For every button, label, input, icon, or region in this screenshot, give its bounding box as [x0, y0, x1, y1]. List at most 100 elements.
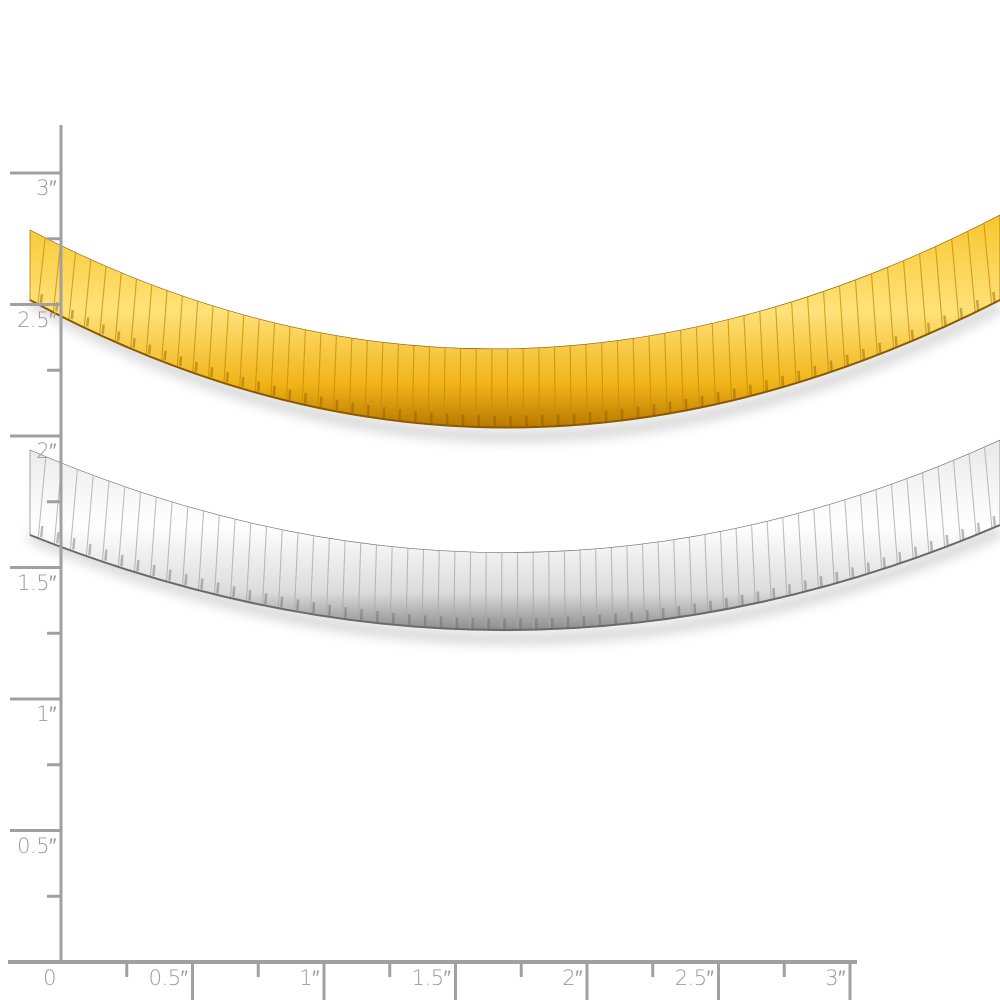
link-reflection — [264, 593, 268, 605]
omega-link-seam — [161, 290, 168, 362]
link-reflection — [961, 528, 965, 541]
link-reflection — [163, 350, 167, 361]
link-reflection — [184, 574, 188, 586]
omega-link-seam — [952, 460, 962, 542]
omega-link-seam — [437, 550, 440, 629]
necklace-lower-edge — [29, 299, 1000, 429]
omega-link-seam — [632, 338, 636, 419]
omega-link-seam — [207, 305, 214, 379]
necklace-shadow — [28, 526, 1000, 644]
omega-link-seam — [719, 531, 725, 610]
omega-link-seam — [822, 291, 830, 373]
omega-link-seam — [101, 481, 110, 562]
omega-link-seam — [648, 335, 652, 417]
link-reflection — [147, 344, 152, 355]
link-reflection — [765, 380, 769, 392]
vertical-ruler-label: 1.5″ — [17, 570, 56, 595]
link-reflection — [85, 317, 90, 327]
horizontal-ruler-label: 0.5″ — [148, 966, 188, 990]
omega-link-seam — [641, 544, 646, 622]
omega-link-seam — [626, 545, 630, 624]
link-reflection — [910, 329, 915, 342]
omega-link-seam — [309, 535, 315, 615]
omega-link-seam — [357, 542, 362, 621]
omega-link-seam — [902, 260, 911, 342]
omega-link-seam — [317, 332, 322, 408]
omega-link-seam — [459, 348, 462, 427]
omega-link-seam — [192, 301, 199, 373]
link-reflection — [845, 354, 850, 367]
omega-link-seam — [807, 296, 813, 379]
omega-link-seam — [616, 340, 620, 421]
omega-link-seam — [99, 266, 107, 335]
link-reflection — [878, 342, 882, 355]
omega-link-seam — [176, 295, 183, 368]
horizontal-ruler-label: 2″ — [562, 966, 582, 990]
omega-link-seam — [405, 548, 409, 626]
omega-link-seam — [743, 315, 749, 397]
omega-link-seam — [688, 537, 693, 616]
omega-link-seam — [886, 267, 895, 349]
omega-link-seam — [68, 252, 77, 321]
horizontal-ruler-label: 3″ — [825, 966, 845, 990]
omega-link-seam — [595, 548, 598, 627]
omega-link-seam — [695, 326, 700, 408]
omega-link-seam — [117, 486, 126, 568]
link-reflection — [216, 582, 220, 594]
omega-link-seam — [921, 472, 930, 554]
link-reflection — [152, 564, 156, 577]
omega-link-seam — [782, 517, 788, 597]
omega-link-seam — [906, 478, 914, 559]
omega-link-seam — [380, 342, 384, 419]
link-reflection — [788, 584, 792, 596]
omega-link-seam — [181, 506, 189, 587]
omega-link-seam — [679, 330, 684, 411]
omega-link-seam — [919, 253, 927, 335]
omega-link-seam — [145, 284, 153, 356]
omega-link-seam — [751, 524, 756, 604]
omega-link-seam — [69, 469, 78, 551]
omega-link-seam — [610, 547, 614, 626]
omega-link-seam — [859, 494, 867, 575]
horizontal-ruler-label: 2.5″ — [674, 966, 714, 990]
vertical-ruler-label: 1″ — [36, 702, 56, 726]
omega-link-seam — [791, 301, 797, 384]
link-reflection — [72, 538, 76, 550]
link-reflection — [225, 372, 229, 383]
omega-link-seam — [293, 532, 299, 612]
link-reflection — [813, 365, 817, 378]
omega-link-seam — [389, 546, 393, 625]
omega-link-seam — [213, 515, 220, 595]
link-reflection — [288, 389, 292, 400]
necklace-band — [29, 214, 1000, 428]
link-reflection — [194, 361, 198, 372]
omega-link-seam — [348, 338, 353, 414]
vertical-ruler-label: 2.5″ — [17, 307, 56, 332]
link-reflection — [851, 567, 855, 579]
link-reflection — [256, 381, 261, 392]
vertical-ruler-label: 2″ — [36, 439, 56, 463]
link-reflection — [39, 294, 44, 304]
omega-link-seam — [453, 551, 456, 629]
omega-link-seam — [875, 489, 883, 570]
link-reflection — [945, 535, 949, 547]
omega-link-seam — [983, 223, 993, 305]
omega-link-seam — [133, 491, 142, 573]
necklace-band — [29, 439, 1000, 631]
omega-link-seam — [469, 551, 472, 630]
link-reflection — [803, 580, 807, 592]
omega-link-seam — [85, 475, 94, 557]
omega-link-seam — [427, 346, 431, 425]
link-reflection — [136, 559, 140, 572]
link-reflection — [101, 324, 105, 335]
necklace-shadow — [27, 295, 1000, 441]
link-reflection — [819, 576, 823, 588]
omega-link-seam — [967, 231, 976, 313]
vertical-ruler-label: 3″ — [36, 176, 56, 200]
omega-link-seam — [37, 456, 47, 539]
link-reflection — [835, 571, 839, 583]
omega-link-seam — [333, 335, 337, 411]
omega-link-seam — [844, 499, 851, 580]
link-reflection — [914, 546, 918, 558]
link-reflection — [88, 543, 92, 556]
